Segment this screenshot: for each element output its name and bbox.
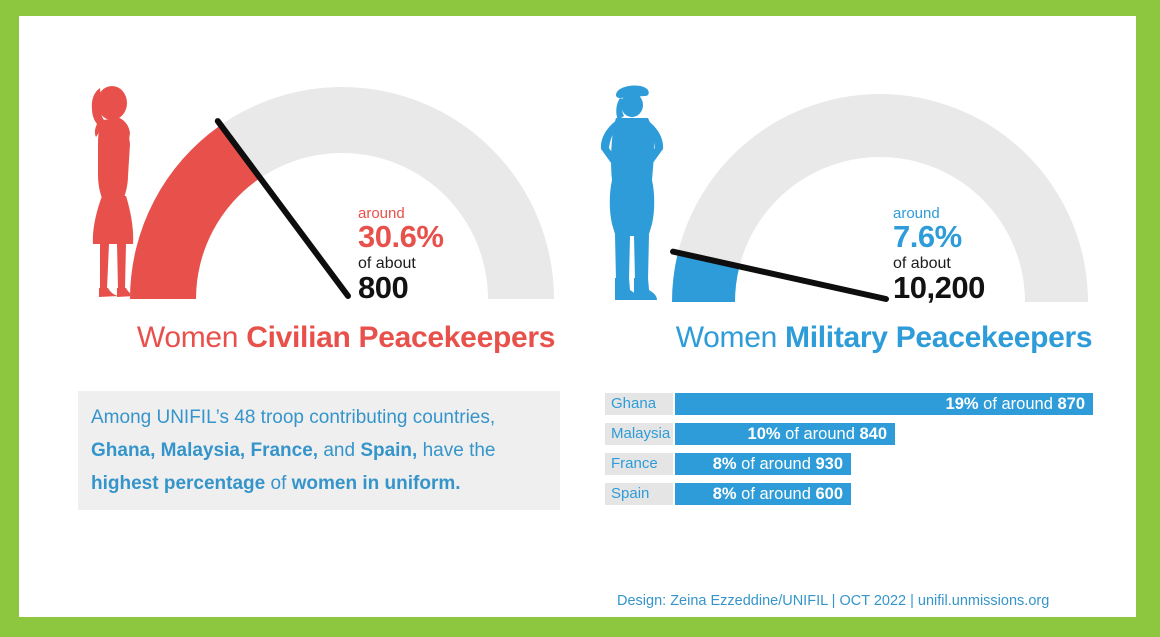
bar-total-value: 840 bbox=[859, 425, 887, 443]
note-text-segment: women in uniform. bbox=[291, 473, 461, 494]
footer-link[interactable]: unifil.unmissions.org bbox=[917, 593, 1050, 609]
bar-of-label: of around bbox=[780, 425, 860, 443]
bar-percent-value: 8% bbox=[712, 455, 737, 473]
bar-fill: 8% of around 930 bbox=[675, 453, 851, 475]
footer-credit: Design: Zeina Ezzeddine/UNIFIL | OCT 202… bbox=[617, 593, 1049, 610]
note-text-segment: Among UNIFIL’s 48 troop contributing cou… bbox=[91, 407, 496, 428]
bar-percent-value: 10% bbox=[747, 425, 781, 443]
military-gauge-chart bbox=[670, 93, 1088, 302]
military-stat-block: around 7.6% of about 10,200 bbox=[893, 205, 985, 303]
civilian-title-regular: Women bbox=[136, 321, 247, 354]
military-stat-of-label: of about bbox=[893, 255, 951, 272]
civilian-stat-of-label: of about bbox=[358, 255, 416, 272]
military-stat-total: 10,200 bbox=[893, 270, 985, 305]
civilian-title-bold: Civilian Peacekeepers bbox=[246, 321, 556, 354]
country-bar-chart: Ghana 19% of around 870 Malaysia 10% of aro… bbox=[605, 393, 1105, 513]
civilian-stat-block: around 30.6% of about 800 bbox=[358, 205, 444, 305]
bar-total-value: 600 bbox=[815, 485, 843, 503]
bar-of-label: of around bbox=[736, 485, 816, 503]
bar-country-label: Spain bbox=[605, 483, 673, 505]
bar-country-label: Malaysia bbox=[605, 423, 673, 445]
gauge-needle bbox=[670, 248, 889, 302]
bar-of-label: of around bbox=[978, 395, 1058, 413]
soldier-silhouette-icon bbox=[600, 85, 664, 300]
bar-fill: 8% of around 600 bbox=[675, 483, 851, 505]
military-title-bold: Military Peacekeepers bbox=[785, 321, 1093, 354]
troop-note-box: Among UNIFIL’s 48 troop contributing cou… bbox=[78, 391, 560, 510]
bar-row: Malaysia 10% of around 840 bbox=[605, 423, 1105, 445]
military-title-regular: Women bbox=[675, 321, 786, 354]
bar-total-value: 930 bbox=[815, 455, 843, 473]
note-text-segment: and bbox=[318, 440, 361, 461]
note-text-segment: Spain, bbox=[360, 440, 418, 461]
gauge-value-arc bbox=[130, 125, 259, 299]
note-text-segment: of bbox=[265, 473, 292, 494]
military-stat-percent: 7.6% bbox=[893, 219, 962, 254]
bar-country-label: Ghana bbox=[605, 393, 673, 415]
bar-percent-value: 19% bbox=[945, 395, 979, 413]
note-text-segment: highest percentage bbox=[91, 473, 266, 494]
civilian-gauge-chart bbox=[130, 86, 554, 299]
bar-of-label: of around bbox=[736, 455, 816, 473]
bar-fill: 10% of around 840 bbox=[675, 423, 895, 445]
bar-percent-value: 8% bbox=[712, 485, 737, 503]
military-title: Women Military Peacekeepers bbox=[578, 321, 1160, 355]
civilian-stat-qualifier: around bbox=[358, 205, 405, 222]
bar-fill: 19% of around 870 bbox=[675, 393, 1093, 415]
bar-total-value: 870 bbox=[1057, 395, 1085, 413]
bar-row: Spain 8% of around 600 bbox=[605, 483, 1105, 505]
gauge-track bbox=[130, 86, 554, 299]
bar-row: France 8% of around 930 bbox=[605, 453, 1105, 475]
military-stat-qualifier: around bbox=[893, 205, 940, 222]
civilian-stat-percent: 30.6% bbox=[358, 219, 444, 254]
bar-country-label: France bbox=[605, 453, 673, 475]
bar-row: Ghana 19% of around 870 bbox=[605, 393, 1105, 415]
woman-silhouette-icon bbox=[91, 86, 136, 297]
civilian-title: Women Civilian Peacekeepers bbox=[40, 321, 652, 355]
note-text-segment: have the bbox=[417, 440, 496, 461]
footer-credit-text: Design: Zeina Ezzeddine/UNIFIL | OCT 202… bbox=[617, 593, 918, 609]
civilian-stat-total: 800 bbox=[358, 270, 409, 305]
gauge-needle bbox=[214, 118, 351, 299]
gauge-track bbox=[672, 93, 1088, 302]
note-text-segment: Ghana, Malaysia, France, bbox=[91, 440, 319, 461]
